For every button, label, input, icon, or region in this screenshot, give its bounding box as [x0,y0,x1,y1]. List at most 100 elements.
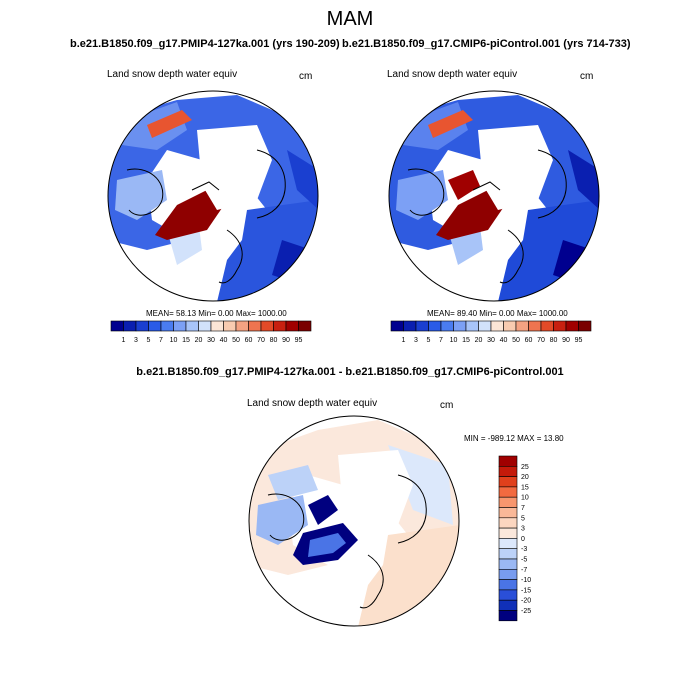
colorbar-right-tick-label: 15 [462,337,470,344]
colorbar-right-swatch [428,320,442,332]
panel-left-stats: MEAN= 58.13 Min= 0.00 Max= 1000.00 [146,309,287,318]
colorbar-difference-tick-label: 10 [521,495,529,502]
colorbar-difference-swatch [498,466,518,477]
colorbar-left-tick-label: 40 [220,337,228,344]
colorbar-difference-swatch [498,517,518,529]
colorbar-difference-swatch [498,548,518,560]
panel-right-title: b.e21.B1850.f09_g17.CMIP6-piControl.001 … [342,38,631,50]
colorbar-right-tick-label: 70 [537,337,545,344]
figure-title: MAM [326,8,374,30]
colorbar-left-tick-label: 95 [295,337,303,344]
colorbar-difference-tick-label: 0 [521,536,525,543]
colorbar-difference-tick-label: 5 [521,515,525,522]
colorbar-left-swatch [198,320,212,332]
colorbar-left-tick-label: 3 [134,337,138,344]
colorbar-right-tick-label: 30 [487,337,495,344]
panel-left-variable-label: Land snow depth water equiv [107,69,238,80]
colorbar-left-swatch [260,320,274,332]
colorbar-difference-swatch [498,486,518,498]
colorbar-difference-swatch [498,589,518,601]
colorbar-difference-tick-label: -25 [521,608,531,615]
colorbar-right-tick-label: 20 [475,337,483,344]
difference-title: b.e21.B1850.f09_g17.PMIP4-127ka.001 - b.… [136,366,564,378]
colorbar-right-swatch [415,320,429,332]
colorbar-difference-swatch [498,610,518,622]
colorbar-right-swatch [578,320,592,332]
colorbar-left-tick-label: 20 [195,337,203,344]
colorbar-difference-tick-label: 25 [521,464,529,471]
colorbar-right-tick-label: 60 [525,337,533,344]
colorbar-right-tick-label: 80 [550,337,558,344]
colorbar-right-tick-label: 95 [575,337,583,344]
difference-units-label: cm [440,400,454,411]
colorbar-difference-swatch [498,527,518,539]
colorbar-left-swatch [298,320,312,332]
colorbar-difference-tick-label: 7 [521,505,525,512]
colorbar-right-swatch [503,320,517,332]
colorbar-difference-swatch [498,558,518,570]
colorbar-right-tick-label: 1 [402,337,406,344]
colorbar-left-swatch [148,320,162,332]
colorbar-left-tick-label: 5 [147,337,151,344]
colorbar-left-swatch [210,320,224,332]
colorbar-right-swatch [565,320,579,332]
panel-right-variable-label: Land snow depth water equiv [387,69,518,80]
colorbar-difference: 25 20 15 10 7 5 3 0 -3 -5 -7 -10 -15 -20 -25 [498,455,531,622]
colorbar-right-swatch [540,320,554,332]
colorbar-difference-tick-label: -7 [521,567,527,574]
colorbar-difference-tick-label: -10 [521,577,531,584]
colorbar-left-tick-label: 50 [232,337,240,344]
colorbar-difference-tick-label: -20 [521,598,531,605]
colorbar-left-swatch [110,320,124,332]
colorbar-difference-swatch [498,599,518,611]
colorbar-left: 1 3 5 7 10 15 20 30 40 50 60 70 80 90 95 [110,320,312,344]
colorbar-left-swatch [223,320,237,332]
colorbar-difference-swatch [498,455,518,467]
colorbar-right-swatch [403,320,417,332]
colorbar-left-tick-label: 7 [159,337,163,344]
colorbar-right-swatch [440,320,454,332]
colorbar-left-tick-label: 30 [207,337,215,344]
colorbar-difference-swatch [498,496,518,508]
colorbar-difference-swatch [498,538,518,550]
colorbar-right-swatch [465,320,479,332]
colorbar-difference-tick-label: -15 [521,587,531,594]
panel-right-units-label: cm [580,71,594,82]
colorbar-left-swatch [160,320,174,332]
colorbar-right-swatch [453,320,467,332]
colorbar-right-swatch [553,320,567,332]
colorbar-right-tick-label: 5 [427,337,431,344]
colorbar-right-tick-label: 90 [562,337,570,344]
colorbar-right-tick-label: 40 [500,337,508,344]
colorbar-right: 1 3 5 7 10 15 20 30 40 50 60 70 80 90 95 [390,320,592,344]
map-left [107,90,319,302]
colorbar-left-swatch [285,320,299,332]
panel-left-units-label: cm [299,71,313,82]
colorbar-left-swatch [273,320,287,332]
colorbar-left-swatch [123,320,137,332]
colorbar-difference-tick-label: 15 [521,484,529,491]
colorbar-difference-tick-label: -3 [521,546,527,553]
colorbar-right-swatch [478,320,492,332]
colorbar-left-swatch [235,320,249,332]
colorbar-left-tick-label: 1 [122,337,126,344]
colorbar-left-tick-label: 60 [245,337,253,344]
colorbar-right-tick-label: 7 [439,337,443,344]
colorbar-right-tick-label: 50 [512,337,520,344]
colorbar-left-tick-label: 10 [170,337,178,344]
colorbar-right-swatch [528,320,542,332]
panel-left-title: b.e21.B1850.f09_g17.PMIP4-127ka.001 (yrs… [70,38,340,50]
colorbar-left-swatch [135,320,149,332]
colorbar-difference-swatch [498,476,518,488]
difference-stats: MIN = -989.12 MAX = 13.80 [464,434,564,443]
colorbar-difference-tick-label: 20 [521,474,529,481]
colorbar-left-swatch [248,320,262,332]
colorbar-left-tick-label: 80 [270,337,278,344]
panel-right-stats: MEAN= 89.40 Min= 0.00 Max= 1000.00 [427,309,568,318]
colorbar-left-tick-label: 70 [257,337,265,344]
colorbar-difference-swatch [498,569,518,580]
colorbar-difference-tick-label: 3 [521,526,525,533]
colorbar-right-swatch [515,320,529,332]
difference-variable-label: Land snow depth water equiv [247,398,378,409]
colorbar-left-swatch [173,320,187,332]
